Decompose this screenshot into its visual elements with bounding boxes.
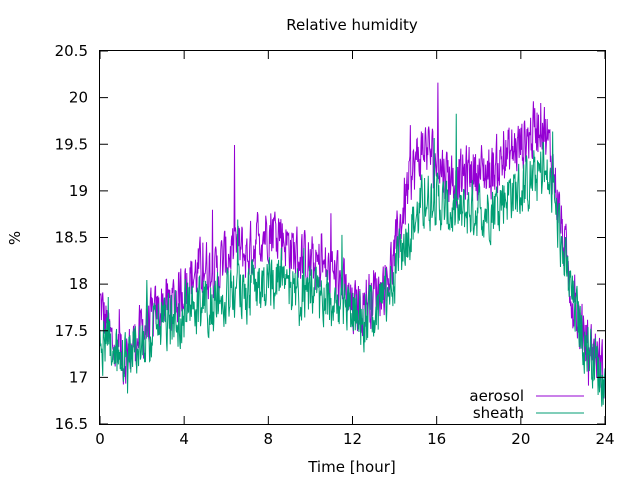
x-tick-label: 8	[264, 430, 274, 448]
y-tick-label: 19.5	[55, 135, 88, 153]
legend-label-sheath: sheath	[473, 404, 524, 422]
x-tick-label: 4	[179, 430, 189, 448]
y-tick-label: 20	[69, 89, 88, 107]
series-line-aerosol	[99, 82, 606, 399]
y-tick-label: 20.5	[55, 42, 88, 60]
x-axis-label: Time [hour]	[307, 458, 396, 476]
y-tick-label: 16.5	[55, 415, 88, 433]
plot-frame	[99, 50, 606, 425]
y-tick-label: 19	[69, 182, 88, 200]
series-line-sheath	[99, 113, 606, 407]
y-tick-label: 17.5	[55, 322, 88, 340]
series-layer	[99, 82, 606, 407]
x-tick-label: 0	[95, 430, 105, 448]
y-tick-label: 18	[69, 275, 88, 293]
x-tick-label: 24	[595, 430, 614, 448]
x-tick-label: 20	[511, 430, 530, 448]
chart-title: Relative humidity	[286, 16, 418, 34]
y-axis-label: %	[6, 231, 24, 245]
y-tick-label: 17	[69, 368, 88, 386]
axis-ticks: 0 4 8 12 16 20 24 16.5 17 17.5 18 18.5 19 19.5 20 20.5	[55, 42, 615, 448]
y-tick-label: 18.5	[55, 229, 88, 247]
x-tick-label: 16	[427, 430, 446, 448]
legend-label-aerosol: aerosol	[469, 387, 524, 405]
x-tick-label: 12	[343, 430, 362, 448]
